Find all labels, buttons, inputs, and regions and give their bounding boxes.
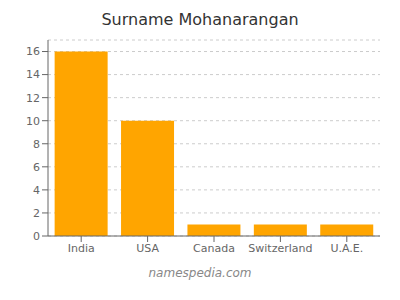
svg-text:8: 8 xyxy=(33,138,40,151)
svg-text:14: 14 xyxy=(26,68,40,81)
svg-text:12: 12 xyxy=(26,92,40,105)
svg-text:10: 10 xyxy=(26,115,40,128)
svg-text:4: 4 xyxy=(33,184,40,197)
html-text:Surname Mohanarangan: Surname Mohanarangan xyxy=(101,10,299,29)
svg-text:Switzerland: Switzerland xyxy=(248,242,312,255)
svg-text:0: 0 xyxy=(33,230,40,243)
svg-text:Canada: Canada xyxy=(193,242,235,255)
svg-text:U.A.E.: U.A.E. xyxy=(330,242,363,255)
svg-text:6: 6 xyxy=(33,161,40,174)
svg-text:16: 16 xyxy=(26,45,40,58)
svg-text:India: India xyxy=(68,242,95,255)
svg-text:2: 2 xyxy=(33,207,40,220)
svg-text:USA: USA xyxy=(136,242,159,255)
html-text:namespedia.com: namespedia.com xyxy=(148,266,252,280)
